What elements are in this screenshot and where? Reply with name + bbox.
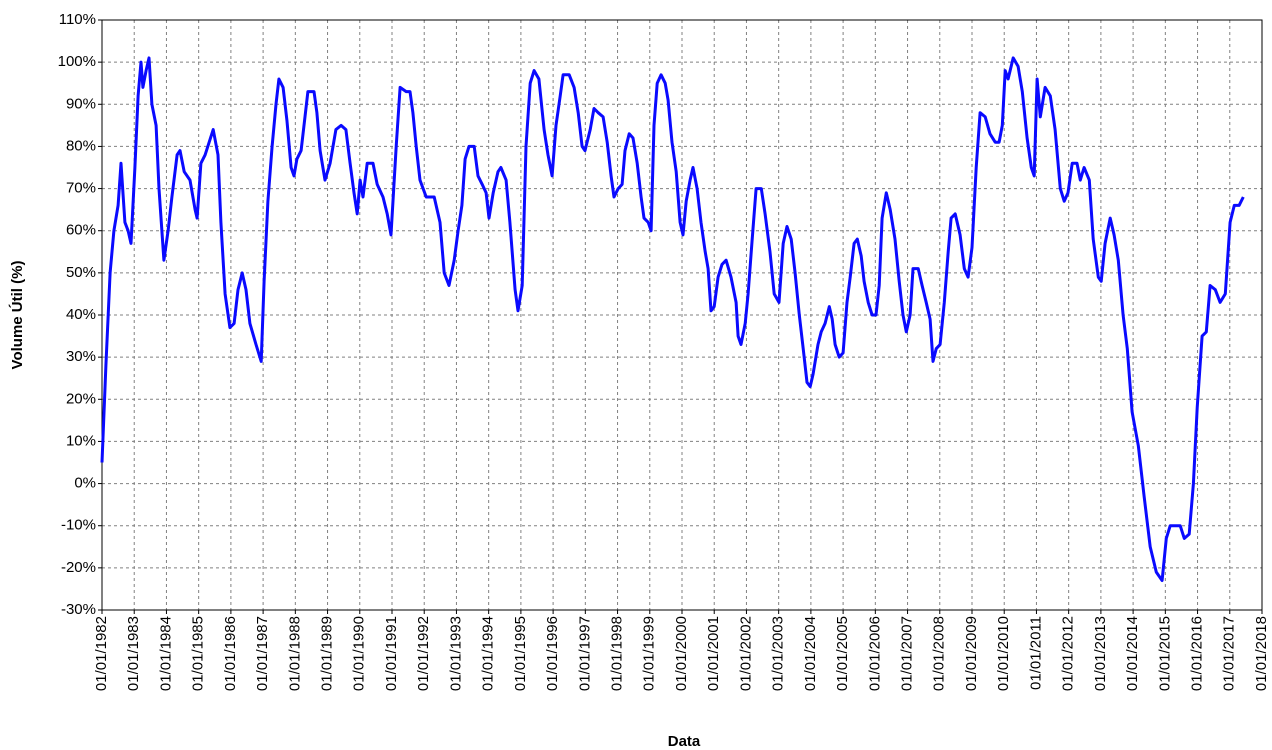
x-tick-label: 01/01/2014 — [1124, 616, 1141, 691]
x-tick-label: 01/01/1984 — [157, 616, 174, 691]
x-tick-label: 01/01/1985 — [190, 616, 207, 691]
x-tick-label: 01/01/1988 — [286, 616, 303, 691]
y-tick-label: 100% — [58, 53, 96, 70]
x-tick-label: 01/01/1991 — [383, 616, 400, 691]
x-tick-label: 01/01/1997 — [576, 616, 593, 691]
x-tick-label: 01/01/1989 — [319, 616, 336, 691]
y-tick-label: 50% — [66, 264, 96, 281]
y-tick-label: 110% — [59, 11, 96, 28]
y-tick-label: 40% — [66, 306, 96, 323]
x-tick-label: 01/01/2004 — [802, 616, 819, 691]
x-tick-label: 01/01/2012 — [1060, 616, 1077, 691]
y-tick-label: -30% — [61, 601, 96, 618]
y-tick-label: 10% — [66, 432, 96, 449]
x-tick-label: 01/01/2006 — [866, 616, 883, 691]
x-tick-label: 01/01/2018 — [1253, 616, 1270, 691]
y-tick-label: -20% — [61, 559, 96, 576]
x-tick-label: 01/01/2002 — [737, 616, 754, 691]
x-tick-label: 01/01/2011 — [1027, 616, 1044, 690]
y-tick-label: 70% — [66, 180, 96, 197]
data-line — [100, 56, 1245, 582]
x-tick-label: 01/01/2013 — [1092, 616, 1109, 691]
y-tick-label: 60% — [66, 222, 96, 239]
x-tick-label: 01/01/1987 — [254, 616, 271, 691]
x-tick-label: 01/01/2016 — [1189, 616, 1206, 691]
x-tick-label: 01/01/1982 — [93, 616, 110, 691]
y-tick-label: -10% — [61, 517, 96, 534]
y-tick-label: 90% — [66, 95, 96, 112]
x-tick-label: 01/01/2001 — [705, 616, 722, 691]
x-tick-label: 01/01/1996 — [544, 616, 561, 691]
x-tick-label: 01/01/2005 — [834, 616, 851, 691]
x-tick-label: 01/01/2009 — [963, 616, 980, 691]
x-tick-label: 01/01/2010 — [995, 616, 1012, 691]
x-tick-label: 01/01/2017 — [1221, 616, 1238, 691]
x-tick-label: 01/01/2003 — [770, 616, 787, 691]
x-tick-label: 01/01/1992 — [415, 616, 432, 691]
x-tick-label: 01/01/2007 — [899, 616, 916, 691]
x-tick-label: 01/01/2000 — [673, 616, 690, 691]
y-axis-title: Volume Útil (%) — [8, 261, 26, 370]
x-tick-label: 01/01/1986 — [222, 616, 239, 691]
y-tick-label: 20% — [66, 390, 96, 407]
x-tick-label: 01/01/1993 — [447, 616, 464, 691]
x-tick-label: 01/01/1994 — [480, 616, 497, 691]
x-tick-label: 01/01/1983 — [125, 616, 142, 691]
y-tick-label: 80% — [66, 137, 96, 154]
x-tick-label: 01/01/2008 — [931, 616, 948, 691]
y-tick-label: 0% — [74, 475, 96, 492]
x-tick-label: 01/01/2015 — [1156, 616, 1173, 691]
y-tick-label: 30% — [66, 348, 96, 365]
x-tick-label: 01/01/1998 — [609, 616, 626, 691]
x-tick-label: 01/01/1990 — [351, 616, 368, 691]
x-tick-label: 01/01/1999 — [641, 616, 658, 691]
x-tick-label: 01/01/1995 — [512, 616, 529, 691]
plot-frame — [101, 19, 1263, 611]
x-axis-title: Data — [668, 733, 701, 750]
